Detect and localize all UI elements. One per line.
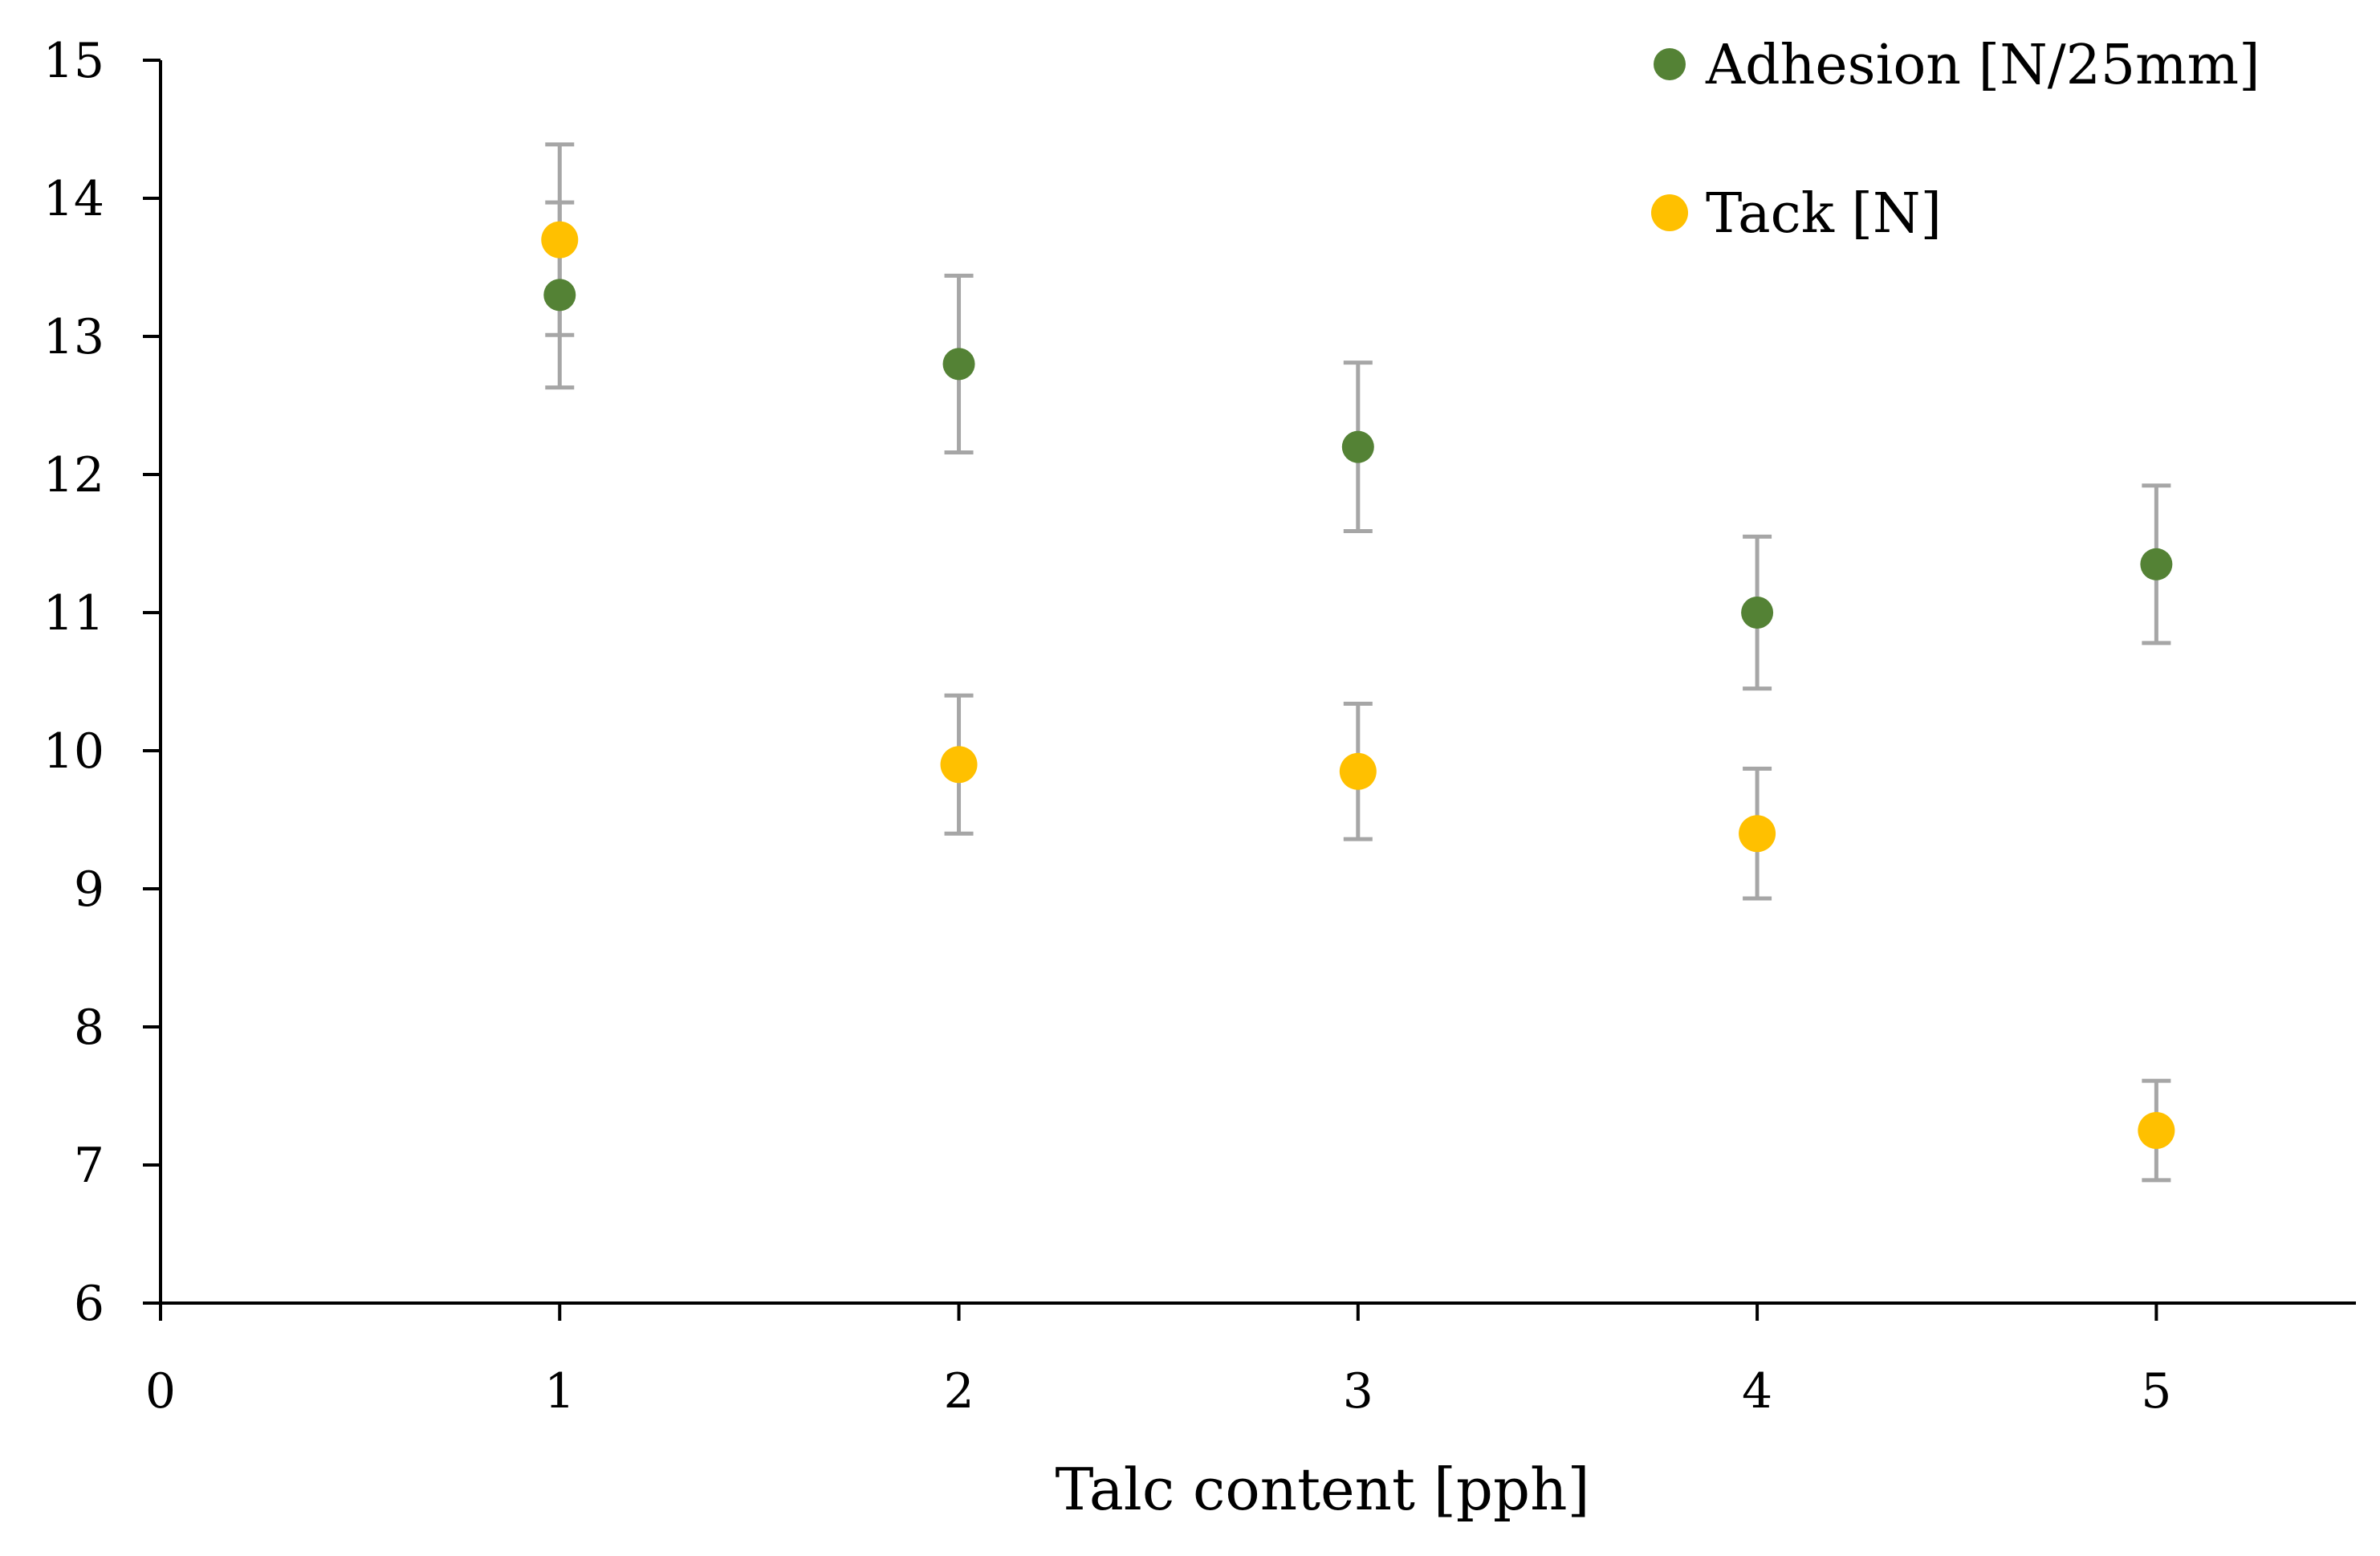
y-tick-label: 8 [74, 1000, 104, 1056]
y-tick-label: 9 [74, 862, 104, 918]
y-tick-label: 15 [43, 33, 104, 89]
adhesion-point [942, 348, 975, 381]
legend-marker-adhesion [1654, 48, 1686, 80]
tack-point [1339, 752, 1377, 790]
y-tick-label: 11 [43, 585, 104, 642]
legend: Adhesion [N/25mm] Tack [N] [1651, 34, 2260, 246]
x-tick-label: 5 [2141, 1363, 2171, 1420]
x-axis-title: Talc content [pph] [1055, 1456, 1589, 1523]
tack-point [541, 221, 579, 259]
tack-point [1739, 815, 1776, 853]
y-tick-label: 10 [43, 723, 104, 780]
legend-label-adhesion: Adhesion [N/25mm] [1705, 34, 2260, 97]
y-tick-label: 13 [43, 309, 104, 365]
x-tick-label: 1 [544, 1363, 575, 1420]
tack-point [2138, 1112, 2175, 1149]
adhesion-point [1741, 597, 1774, 629]
y-tick-label: 12 [43, 447, 104, 503]
y-tick-label: 7 [74, 1138, 104, 1194]
legend-label-tack: Tack [N] [1706, 182, 1942, 246]
error-bars [545, 142, 2171, 1183]
data-points [541, 221, 2175, 1149]
x-tick-label: 2 [943, 1363, 974, 1420]
adhesion-point [2140, 548, 2173, 580]
x-tick-label: 4 [1742, 1363, 1772, 1420]
x-tick-label: 0 [145, 1363, 176, 1420]
adhesion-point [543, 279, 576, 312]
y-tick-label: 6 [74, 1276, 104, 1332]
tack-point [940, 746, 978, 784]
adhesion-point [1341, 430, 1374, 463]
legend-marker-tack [1651, 194, 1688, 231]
x-tick-label: 3 [1343, 1363, 1373, 1420]
y-tick-label: 14 [43, 171, 104, 227]
